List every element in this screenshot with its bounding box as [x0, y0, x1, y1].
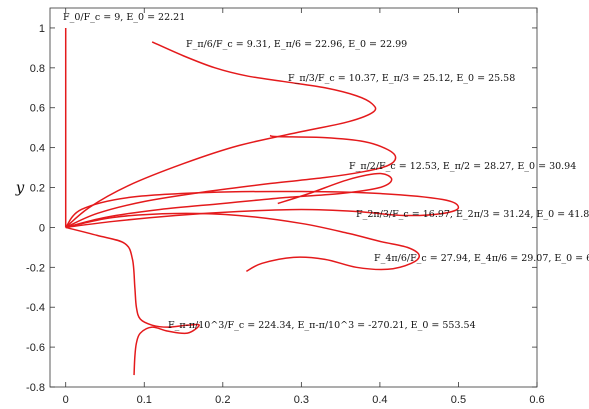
y-tick-label: 0.6 [30, 103, 45, 115]
series-line-4 [65, 190, 460, 229]
series-annotation-0: F_0/F_c = 9, E_0 = 22.21 [63, 12, 185, 23]
series-annotation-1: F_π/6/F_c = 9.31, E_π/6 = 22.96, E_0 = 2… [186, 39, 407, 50]
y-tick-label: 0.8 [30, 63, 45, 75]
series-annotation-4: F_2π/3/F_c = 16.97, E_2π/3 = 31.24, E_0 … [356, 209, 589, 220]
y-tick-label: 0 [39, 222, 45, 234]
y-tick-label: -0.8 [26, 382, 45, 394]
series-annotation-2: F_π/3/F_c = 10.37, E_π/3 = 25.12, E_0 = … [288, 73, 515, 84]
series-annotation-6: F_π-π/10^3/F_c = 224.34, E_π-π/10^3 = -2… [168, 320, 476, 331]
x-tick-label: 0.5 [451, 394, 466, 406]
series-line-5 [65, 212, 420, 272]
y-tick-label: 0.4 [30, 143, 45, 155]
x-tick-label: 0.2 [215, 394, 230, 406]
series-annotation-5: F_4π/6/F_c = 27.94, E_4π/6 = 29.07, E_0 … [374, 253, 589, 264]
x-tick-label: 0.4 [372, 394, 387, 406]
y-axis-label: y [15, 179, 25, 197]
series-line-3 [65, 172, 393, 229]
x-tick-label: 0.6 [529, 394, 544, 406]
series-line-1 [65, 41, 377, 228]
y-tick-label: 1 [39, 23, 45, 35]
x-tick-label: 0 [63, 394, 69, 406]
series-annotation-3: F_π/2/F_c = 12.53, E_π/2 = 28.27, E_0 = … [349, 161, 576, 172]
y-tick-label: -0.6 [26, 342, 45, 354]
y-tick-label: -0.4 [26, 302, 45, 314]
y-tick-label: -0.2 [26, 262, 45, 274]
x-tick-label: 0.3 [294, 394, 309, 406]
plot-area-frame [49, 7, 538, 388]
series-line-6 [65, 226, 200, 376]
series-line-2 [65, 134, 397, 229]
x-tick-label: 0.1 [137, 394, 152, 406]
y-tick-label: 0.2 [30, 183, 45, 195]
